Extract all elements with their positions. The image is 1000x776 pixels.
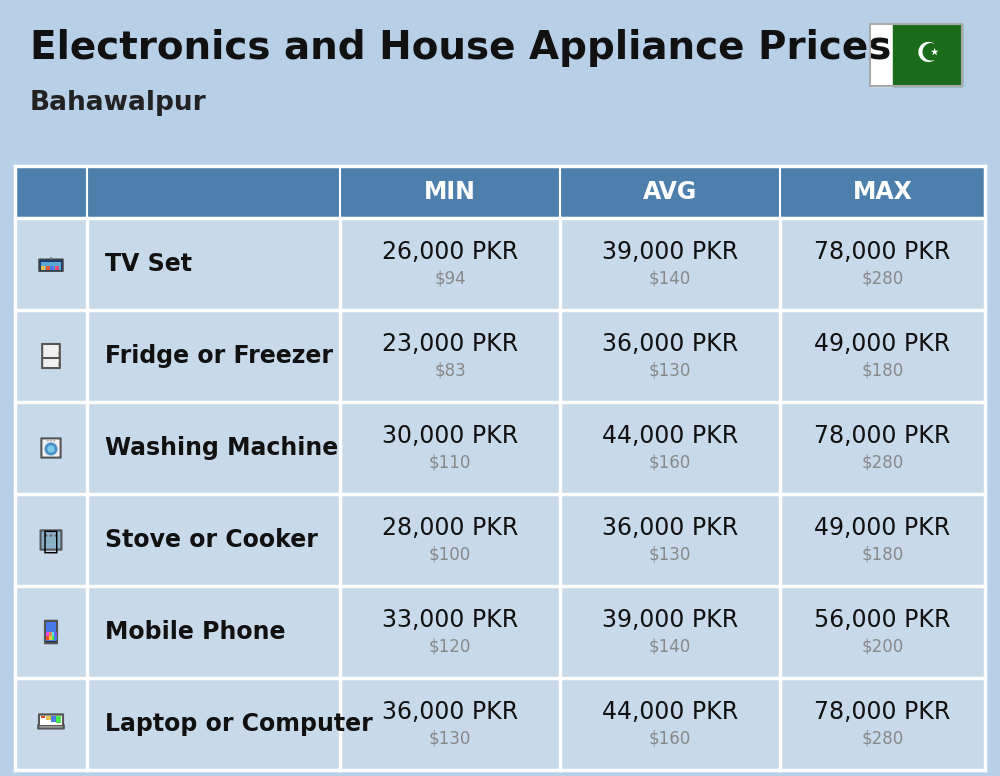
Text: 44,000 PKR: 44,000 PKR — [602, 424, 738, 448]
Text: TV Set: TV Set — [105, 252, 192, 276]
Text: $280: $280 — [861, 269, 904, 287]
Text: AVG: AVG — [643, 180, 697, 204]
FancyBboxPatch shape — [39, 715, 63, 726]
Bar — [41, 265, 45, 269]
Bar — [55, 632, 57, 636]
Bar — [49, 632, 52, 636]
Text: MIN: MIN — [424, 180, 476, 204]
Text: 30,000 PKR: 30,000 PKR — [382, 424, 518, 448]
Text: $140: $140 — [649, 269, 691, 287]
Bar — [56, 716, 61, 723]
Text: $130: $130 — [429, 729, 471, 747]
Text: 🔥: 🔥 — [43, 528, 59, 555]
Bar — [46, 632, 49, 636]
Bar — [41, 262, 61, 270]
Bar — [15, 218, 985, 310]
Text: 23,000 PKR: 23,000 PKR — [382, 332, 518, 356]
Bar — [50, 265, 54, 269]
Text: 26,000 PKR: 26,000 PKR — [382, 240, 518, 264]
Circle shape — [55, 534, 57, 537]
Text: $160: $160 — [649, 453, 691, 471]
Text: $180: $180 — [861, 361, 904, 379]
Circle shape — [53, 440, 55, 442]
Text: Washing Machine: Washing Machine — [105, 436, 338, 460]
Bar — [47, 258, 55, 259]
Text: $94: $94 — [434, 269, 466, 287]
Bar — [893, 24, 962, 86]
Text: 36,000 PKR: 36,000 PKR — [602, 516, 738, 540]
Text: $280: $280 — [861, 453, 904, 471]
Bar — [46, 622, 56, 641]
Text: 44,000 PKR: 44,000 PKR — [602, 700, 738, 724]
Text: $200: $200 — [861, 637, 904, 655]
Bar — [41, 716, 45, 719]
FancyBboxPatch shape — [41, 530, 61, 549]
Bar — [15, 310, 985, 402]
Text: 78,000 PKR: 78,000 PKR — [814, 240, 951, 264]
Text: 36,000 PKR: 36,000 PKR — [602, 332, 738, 356]
Text: 36,000 PKR: 36,000 PKR — [382, 700, 518, 724]
Bar — [55, 265, 59, 269]
Text: 39,000 PKR: 39,000 PKR — [602, 608, 738, 632]
Text: $280: $280 — [861, 729, 904, 747]
Bar — [15, 494, 985, 586]
Text: Laptop or Computer: Laptop or Computer — [105, 712, 373, 736]
Text: $83: $83 — [434, 361, 466, 379]
Text: 78,000 PKR: 78,000 PKR — [814, 700, 951, 724]
FancyBboxPatch shape — [39, 259, 63, 272]
Text: 56,000 PKR: 56,000 PKR — [814, 608, 951, 632]
FancyBboxPatch shape — [38, 726, 64, 729]
Text: $140: $140 — [649, 637, 691, 655]
Text: 49,000 PKR: 49,000 PKR — [814, 332, 951, 356]
Bar — [870, 24, 893, 86]
Bar — [15, 166, 985, 218]
FancyBboxPatch shape — [41, 438, 61, 458]
Bar — [50, 258, 52, 259]
Bar — [15, 678, 985, 770]
Text: Bahawalpur: Bahawalpur — [30, 90, 207, 116]
Circle shape — [46, 444, 56, 454]
Bar — [15, 402, 985, 494]
Circle shape — [50, 440, 52, 442]
Text: $120: $120 — [429, 637, 471, 655]
Text: 28,000 PKR: 28,000 PKR — [382, 516, 518, 540]
Bar — [46, 636, 49, 640]
Text: $100: $100 — [429, 545, 471, 563]
Text: 39,000 PKR: 39,000 PKR — [602, 240, 738, 264]
Circle shape — [45, 534, 47, 537]
Text: Stove or Cooker: Stove or Cooker — [105, 528, 318, 552]
Bar — [49, 636, 52, 640]
Bar — [52, 632, 54, 636]
Text: Mobile Phone: Mobile Phone — [105, 620, 286, 644]
Bar — [15, 586, 985, 678]
Bar — [870, 24, 962, 86]
Text: 33,000 PKR: 33,000 PKR — [382, 608, 518, 632]
Text: $130: $130 — [649, 361, 691, 379]
Bar — [40, 716, 62, 725]
Text: MAX: MAX — [853, 180, 912, 204]
Bar — [46, 716, 51, 720]
Text: $110: $110 — [429, 453, 471, 471]
Text: $180: $180 — [861, 545, 904, 563]
Bar — [51, 716, 56, 722]
Circle shape — [47, 440, 49, 442]
Text: ☪: ☪ — [916, 40, 940, 68]
FancyBboxPatch shape — [42, 344, 60, 368]
Bar — [46, 265, 50, 269]
Bar — [52, 636, 54, 640]
Text: 78,000 PKR: 78,000 PKR — [814, 424, 951, 448]
Circle shape — [50, 534, 52, 537]
FancyBboxPatch shape — [45, 621, 57, 643]
Text: 49,000 PKR: 49,000 PKR — [814, 516, 951, 540]
Text: Fridge or Freezer: Fridge or Freezer — [105, 344, 333, 368]
Text: $130: $130 — [649, 545, 691, 563]
Text: $160: $160 — [649, 729, 691, 747]
Text: Electronics and House Appliance Prices: Electronics and House Appliance Prices — [30, 29, 891, 67]
Bar — [55, 636, 57, 640]
